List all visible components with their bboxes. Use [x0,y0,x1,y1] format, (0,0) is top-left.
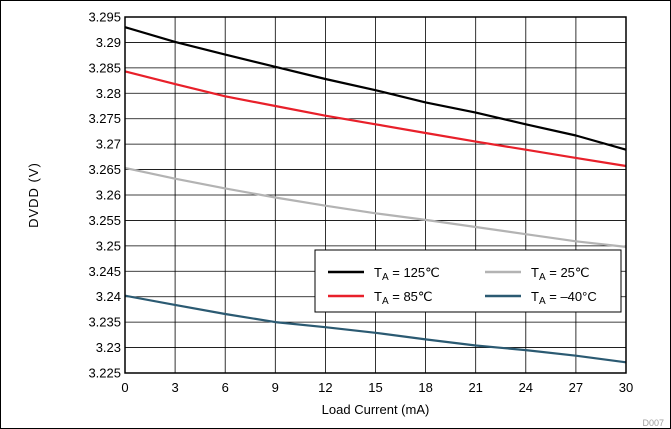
y-tick-label: 3.275 [88,111,121,126]
x-tick-label: 0 [121,380,128,395]
x-tick-label: 9 [272,380,279,395]
legend-label-1: TA = 85℃ [374,289,433,307]
x-tick-label: 3 [171,380,178,395]
x-tick-label: 15 [368,380,382,395]
y-tick-label: 3.29 [96,35,121,50]
series-line-2 [124,166,627,248]
y-tick-label: 3.25 [96,238,121,253]
series-line-0 [124,26,627,151]
tick-labels: 0 3 6 9 12 15 18 21 24 27 30 3.225 3.23 3.235 3.24 3.24… [88,10,633,396]
y-tick-label: 3.23 [96,340,121,355]
y-tick-label: 3.28 [96,86,121,101]
series-line-3 [124,294,627,364]
figure-code: D007 [642,418,664,428]
y-tick-label: 3.285 [88,60,121,75]
y-axis-label: DVDD (V) [26,162,41,228]
legend-label-3: TA = –40°C [531,289,597,307]
y-tick-label: 3.265 [88,162,121,177]
series-line-1 [124,70,627,168]
y-tick-label: 3.27 [96,137,121,152]
legend-label-0: TA = 125℃ [374,265,440,283]
y-tick-label: 3.245 [88,264,121,279]
grid [124,16,627,374]
x-tick-label: 24 [519,380,533,395]
y-tick-label: 3.255 [88,213,121,228]
x-tick-label: 12 [318,380,332,395]
x-tick-label: 18 [418,380,432,395]
x-tick-label: 6 [222,380,229,395]
x-axis-label: Load Current (mA) [322,402,430,417]
series-lines [124,26,627,364]
x-tick-label: 30 [619,380,633,395]
y-tick-label: 3.295 [88,10,121,25]
x-tick-label: 27 [569,380,583,395]
legend-box [314,249,622,313]
legend: TA = 125℃ TA = 25℃ TA = 85℃ TA = –40°C [314,249,622,313]
y-tick-label: 3.26 [96,188,121,203]
y-tick-label: 3.235 [88,315,121,330]
x-tick-label: 21 [468,380,482,395]
legend-label-2: TA = 25℃ [531,265,590,283]
y-tick-label: 3.24 [96,289,121,304]
y-tick-label: 3.225 [88,366,121,381]
plot-area-border [124,16,627,374]
